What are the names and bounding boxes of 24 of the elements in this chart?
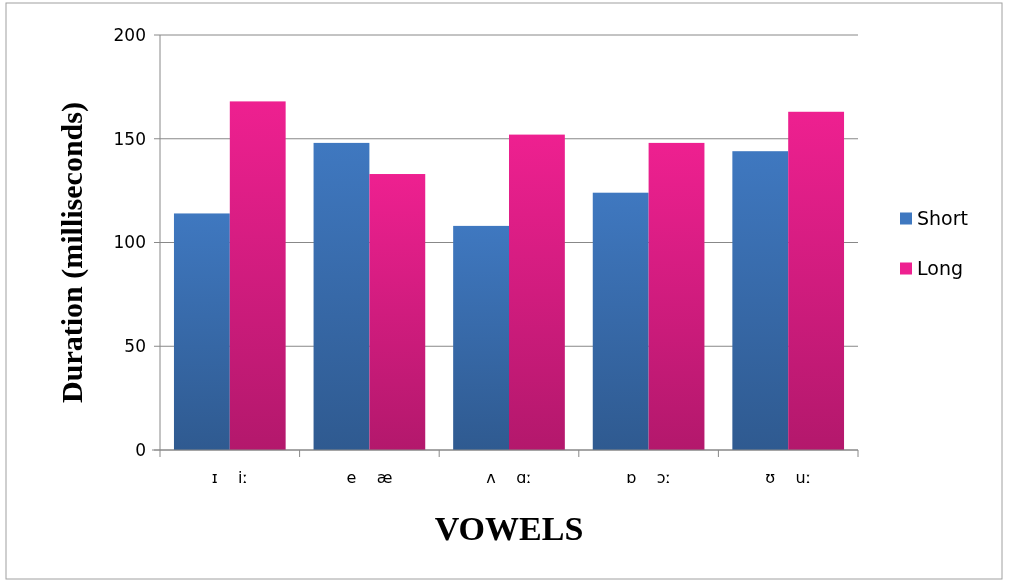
bar bbox=[369, 174, 426, 450]
bar bbox=[592, 192, 649, 450]
bar bbox=[313, 142, 370, 450]
y-tick-label: 150 bbox=[113, 128, 146, 149]
legend-label: Short bbox=[917, 207, 968, 230]
legend-label: Long bbox=[917, 257, 963, 280]
x-tick-label: ɒ ɔː bbox=[626, 468, 671, 487]
bar bbox=[229, 101, 286, 450]
y-tick-label: 0 bbox=[135, 439, 146, 460]
bar bbox=[732, 151, 789, 450]
x-tick-label: ʊ uː bbox=[765, 468, 812, 487]
bar bbox=[509, 134, 565, 450]
bar bbox=[173, 213, 230, 450]
y-tick-label: 100 bbox=[113, 232, 146, 253]
y-tick-label: 50 bbox=[124, 336, 146, 357]
x-tick-label: e æ bbox=[346, 468, 393, 487]
y-tick-label: 200 bbox=[113, 24, 146, 45]
x-tick-label: ɪ iː bbox=[211, 468, 248, 487]
x-tick-label: ʌ ɑː bbox=[486, 468, 532, 487]
bar bbox=[648, 142, 705, 450]
bar bbox=[788, 111, 845, 450]
y-axis-title: Duration (milliseconds) bbox=[55, 102, 89, 403]
x-axis-title: VOWELS bbox=[434, 510, 584, 547]
bar bbox=[453, 225, 509, 450]
